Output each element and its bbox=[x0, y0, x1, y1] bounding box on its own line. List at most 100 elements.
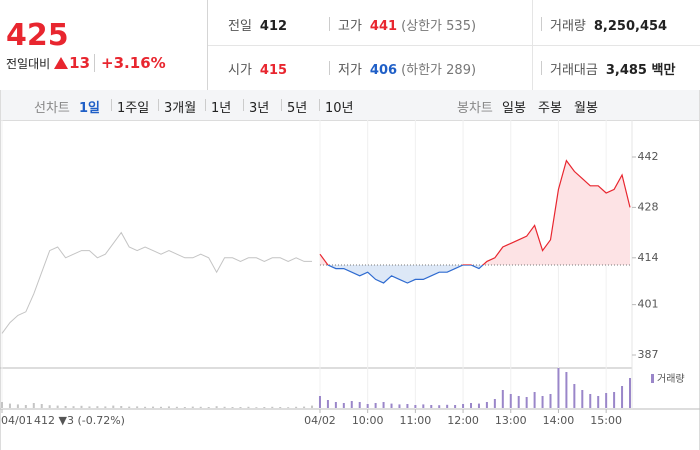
tab[interactable]: 5년 bbox=[287, 101, 308, 116]
tab[interactable]: 10년 bbox=[325, 101, 354, 116]
x-tick-label: 14:00 bbox=[543, 414, 575, 427]
y-tick-label: 442 bbox=[638, 150, 659, 163]
volume-bar bbox=[88, 406, 91, 408]
volume-bar bbox=[40, 404, 43, 408]
stat-note: (하한가 289) bbox=[401, 63, 477, 78]
tab-separator bbox=[243, 99, 244, 111]
volume-bar bbox=[303, 406, 306, 408]
volume-bar bbox=[183, 407, 186, 408]
volume-bar bbox=[32, 403, 35, 408]
change: 전일대비 13 +3.16% bbox=[6, 54, 166, 72]
volume-bar bbox=[613, 392, 616, 408]
stat-value: 3,485 백만 bbox=[605, 63, 676, 78]
volume-bar bbox=[104, 406, 107, 408]
volume-bar bbox=[152, 406, 155, 408]
line bbox=[1, 231, 313, 334]
volume-bar bbox=[390, 403, 393, 408]
volume-bar bbox=[72, 406, 75, 408]
volume-bar bbox=[597, 396, 600, 408]
tab[interactable]: 1년 bbox=[211, 101, 232, 116]
volume-bar bbox=[255, 407, 258, 408]
volume-bar bbox=[16, 404, 19, 408]
volume-bar bbox=[581, 390, 584, 408]
separator bbox=[541, 61, 542, 75]
volume-bar bbox=[446, 404, 449, 408]
volume-bar bbox=[501, 390, 504, 408]
stat-value: 412 bbox=[259, 19, 288, 34]
divider bbox=[532, 0, 533, 90]
tab-separator bbox=[111, 99, 112, 111]
stat: 저가 406 (하한가 289) bbox=[338, 59, 476, 78]
change-value: 13 bbox=[69, 54, 91, 72]
y-tick-label: 414 bbox=[638, 251, 659, 264]
volume-bar bbox=[493, 399, 496, 408]
stat-value: 406 bbox=[369, 63, 398, 78]
stat: 시가 415 bbox=[228, 59, 287, 78]
tab[interactable]: 3년 bbox=[249, 101, 270, 116]
volume-bar bbox=[414, 405, 417, 408]
up-icon bbox=[54, 57, 69, 69]
volume-bar bbox=[8, 403, 11, 408]
tab[interactable]: 일봉 bbox=[502, 101, 526, 116]
volume-bar bbox=[318, 396, 321, 408]
price-box: 425 전일대비 13 +3.16% bbox=[0, 0, 208, 90]
volume-bar bbox=[24, 405, 27, 408]
volume-bar bbox=[223, 406, 226, 408]
volume-bar bbox=[509, 394, 512, 408]
volume-bar bbox=[549, 394, 552, 408]
stat-value: 415 bbox=[259, 63, 288, 78]
volume-bar bbox=[199, 406, 202, 408]
tab-group-label: 봉차트 bbox=[457, 101, 493, 116]
tab[interactable]: 1일 bbox=[79, 101, 101, 116]
volume-bar bbox=[334, 402, 337, 408]
volume-bar bbox=[565, 372, 568, 408]
stat-label: 전일 bbox=[228, 19, 252, 34]
volume-bar bbox=[541, 396, 544, 408]
x-tick-label: 04/02 bbox=[304, 414, 336, 427]
volume-bar bbox=[215, 406, 218, 408]
volume-bar bbox=[621, 386, 624, 408]
tab[interactable]: 1주일 bbox=[117, 101, 150, 116]
separator bbox=[541, 17, 542, 31]
y-tick-label: 428 bbox=[638, 200, 659, 213]
separator bbox=[329, 61, 330, 75]
y-tick-label: 401 bbox=[638, 298, 659, 311]
volume-bar bbox=[454, 405, 457, 408]
tab-separator bbox=[281, 99, 282, 111]
volume-bar bbox=[287, 407, 290, 408]
volume-bar bbox=[247, 406, 250, 408]
volume-bar bbox=[470, 403, 473, 408]
volume-bar bbox=[56, 405, 59, 408]
stat: 전일 412 bbox=[228, 15, 287, 34]
change-label: 전일대비 bbox=[6, 57, 51, 71]
volume-bar bbox=[406, 404, 409, 408]
volume-bar bbox=[358, 402, 361, 408]
x-tick-label: 12:00 bbox=[447, 414, 479, 427]
prev-summary: 412 ▼3 (-0.72%) bbox=[34, 414, 125, 427]
volume-bar bbox=[279, 407, 282, 408]
volume-bar bbox=[167, 406, 170, 408]
volume-bar bbox=[430, 405, 433, 408]
stat-label: 시가 bbox=[228, 63, 252, 78]
volume-bar bbox=[191, 406, 194, 408]
volume-bar bbox=[136, 406, 139, 408]
tab[interactable]: 3개월 bbox=[164, 101, 197, 116]
volume-bar bbox=[207, 407, 210, 408]
volume-bar bbox=[239, 407, 242, 408]
volume-bar bbox=[1, 402, 3, 408]
tab[interactable]: 주봉 bbox=[538, 101, 562, 116]
tab-separator bbox=[205, 99, 206, 111]
y-tick-label: 387 bbox=[638, 348, 659, 361]
change-pct: +3.16% bbox=[94, 54, 166, 72]
volume-bar bbox=[605, 393, 608, 408]
volume-bar bbox=[477, 403, 480, 408]
volume-bar bbox=[159, 406, 162, 408]
volume-bar bbox=[263, 407, 266, 408]
volume-bar bbox=[80, 405, 83, 408]
volume-bar bbox=[271, 406, 274, 408]
stat-label: 고가 bbox=[338, 19, 362, 34]
volume-bar bbox=[382, 402, 385, 408]
tab[interactable]: 월봉 bbox=[574, 101, 598, 116]
area-up bbox=[319, 160, 630, 265]
x-tick-label: 10:00 bbox=[352, 414, 384, 427]
